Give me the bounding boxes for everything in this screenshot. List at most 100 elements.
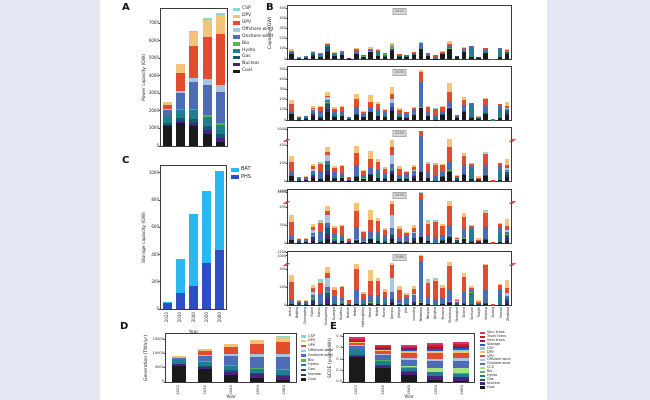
bar-segment	[176, 73, 186, 91]
y-tickmark	[286, 252, 288, 254]
panel-c-letter: C	[122, 155, 130, 166]
bar-segment	[483, 174, 488, 176]
y-tick-label: 200	[279, 284, 286, 289]
x-tick-label: 2022	[353, 385, 359, 395]
bar-segment	[404, 235, 409, 241]
bar-segment	[224, 366, 238, 371]
bar-segment	[476, 239, 481, 241]
bar-segment	[483, 302, 488, 304]
bar-segment	[375, 236, 381, 241]
bar-segment	[202, 79, 212, 86]
bar-segment	[318, 162, 323, 163]
bar-segment	[310, 226, 316, 230]
legend-swatch-bio	[233, 42, 240, 46]
bar-segment	[418, 171, 424, 181]
bar-segment	[497, 118, 503, 120]
bar-segment	[349, 356, 365, 358]
bar-segment	[163, 123, 173, 126]
bar-segment	[368, 159, 373, 168]
x-tick-slot: Shandong	[447, 307, 454, 331]
bar	[289, 49, 294, 59]
bar-segment	[401, 359, 417, 367]
bar-segment	[447, 302, 452, 304]
bar-segment	[375, 51, 381, 56]
y-tickmark	[286, 268, 288, 270]
bar-segment	[332, 301, 337, 304]
bar	[325, 147, 330, 181]
bar	[469, 46, 474, 59]
bar-segment	[296, 239, 302, 241]
bar-segment	[483, 303, 488, 305]
bar-segment	[276, 370, 290, 375]
bar	[483, 48, 488, 59]
bar-segment	[504, 172, 510, 175]
bar	[461, 273, 467, 305]
bar	[476, 238, 481, 243]
bar-segment	[476, 302, 481, 304]
bar-segment	[389, 140, 395, 147]
bar-segment	[310, 168, 316, 171]
bar-segment	[382, 56, 388, 59]
bar-segment	[433, 109, 438, 116]
bars-layer	[288, 252, 511, 305]
bar	[433, 54, 438, 59]
bar-segment	[296, 238, 302, 239]
bar-segment	[504, 112, 510, 115]
bar-segment	[483, 97, 488, 99]
bar-segment	[469, 230, 474, 242]
bar	[497, 284, 503, 305]
bar-segment	[461, 292, 467, 303]
bar-segment	[447, 139, 452, 148]
bar-segment	[325, 303, 330, 305]
x-tick-labels: 2022 2030 2040 2050 2060	[343, 385, 475, 397]
bar-segment	[339, 164, 345, 166]
bar-segment	[401, 351, 417, 353]
legend-swatch-nuclear	[233, 62, 240, 67]
bar-segment	[325, 50, 330, 53]
bar-segment	[418, 81, 424, 108]
legend-swatch-upv	[480, 355, 485, 358]
bar-segment	[404, 170, 409, 172]
bar-segment	[453, 342, 469, 345]
bar-segment	[404, 56, 409, 57]
x-tick-slot: Guizhou	[338, 307, 345, 331]
bar-segment	[375, 365, 391, 368]
legend-swatch-csp	[233, 7, 240, 12]
bar-segment	[504, 171, 510, 173]
panel-c-xlabel: Year	[160, 330, 227, 335]
bar-segment	[325, 227, 330, 228]
bar-segment	[411, 239, 417, 242]
x-tick-slot: Guangdong	[323, 307, 330, 331]
bar-segment	[454, 237, 460, 239]
bar-segment	[397, 108, 402, 111]
bar-segment	[425, 53, 431, 55]
bar-segment	[310, 52, 316, 54]
bar-segment	[354, 152, 359, 166]
bar-segment	[310, 300, 316, 301]
bar-segment	[389, 278, 395, 293]
bar-segment	[325, 223, 330, 227]
bar-segment	[404, 116, 409, 118]
bar-segment	[339, 285, 345, 287]
y-tickmark	[164, 353, 166, 355]
bar-segment	[296, 240, 302, 243]
bar-segment	[504, 230, 510, 233]
bar-segment	[250, 367, 264, 369]
bar-segment	[276, 353, 290, 358]
bar-segment	[401, 348, 417, 350]
x-tick-label: Beijing	[295, 307, 300, 318]
bar-segment	[469, 47, 474, 57]
bar	[476, 56, 481, 59]
bar-segment	[497, 284, 503, 285]
bar-segment	[318, 177, 323, 179]
bar-segment	[310, 173, 316, 175]
bar	[497, 47, 503, 59]
bar	[368, 150, 373, 181]
bar-segment	[433, 277, 438, 281]
bar-segment	[325, 103, 330, 110]
bar	[289, 156, 294, 181]
bar-segment	[332, 175, 337, 178]
y-tickmark	[159, 22, 161, 24]
bar-segment	[325, 152, 330, 155]
bar	[461, 212, 467, 243]
